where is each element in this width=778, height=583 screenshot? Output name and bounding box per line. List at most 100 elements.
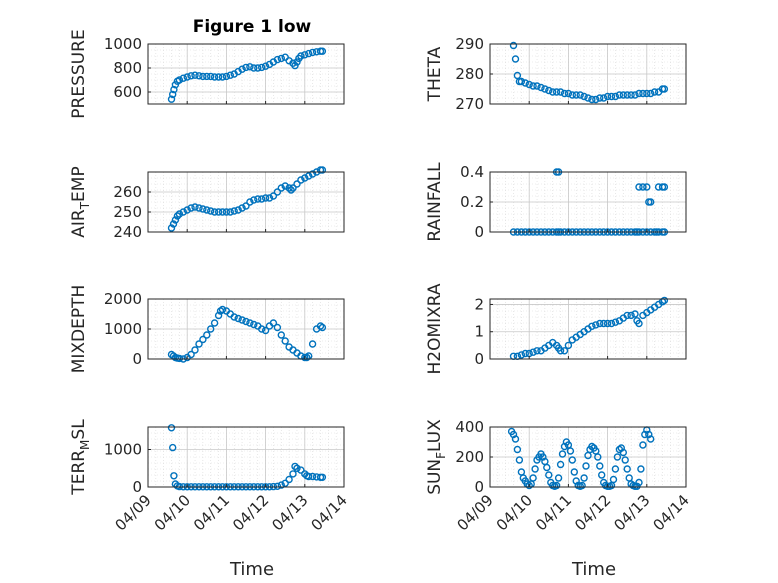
x-tick-label: 04/10 <box>151 491 194 534</box>
data-point <box>261 194 270 202</box>
data-point <box>273 188 282 196</box>
data-point <box>222 72 231 81</box>
data-point <box>293 464 301 472</box>
data-point <box>633 482 641 490</box>
data-point <box>203 206 211 214</box>
data-point <box>531 465 539 473</box>
data-point <box>183 206 191 214</box>
data-point <box>168 443 177 452</box>
data-point <box>269 319 278 327</box>
data-point <box>242 317 250 326</box>
data-point <box>600 319 608 328</box>
data-point <box>596 319 604 328</box>
data-point <box>199 72 207 81</box>
y-axis-label: SUNFLUX <box>425 419 448 495</box>
data-point <box>277 54 285 63</box>
data-point <box>242 202 250 210</box>
data-point <box>175 354 184 363</box>
data-point <box>246 63 254 71</box>
data-point <box>603 319 612 328</box>
data-point <box>580 474 588 482</box>
x-tick-label: 04/12 <box>229 491 272 534</box>
data-point <box>222 208 231 216</box>
x-tick-label: 04/13 <box>268 491 311 534</box>
data-point <box>318 47 327 55</box>
data-point <box>195 340 203 348</box>
data-point <box>549 88 557 96</box>
data-point <box>578 481 586 490</box>
data-point <box>650 88 659 96</box>
data-point <box>318 166 327 174</box>
x-tick-label: 04/09 <box>454 491 497 534</box>
y-tick-label: 600 <box>113 83 142 101</box>
axes-box <box>147 43 345 105</box>
y-axis-label: PRESSURE <box>69 29 89 118</box>
data-point <box>613 453 622 461</box>
y-tick-label: 250 <box>113 203 142 221</box>
data-point <box>607 319 616 328</box>
y-tick-label: 1000 <box>104 35 142 53</box>
subplot-h2omixra: 0 1 2 H2OMIXRA <box>425 283 687 375</box>
subplot-mixdepth: 0 1000 2000 MIXDEPTH <box>69 285 345 373</box>
data-point <box>203 331 211 339</box>
data-point <box>277 331 285 339</box>
data-point <box>533 82 541 90</box>
data-point <box>199 205 207 213</box>
data-point <box>619 91 627 99</box>
axes-box <box>147 426 345 488</box>
data-point <box>187 350 195 359</box>
x-axis-label-left: Time <box>229 559 274 580</box>
data-point <box>191 71 199 79</box>
y-tick-label: 400 <box>455 418 484 436</box>
data-point <box>285 475 293 484</box>
data-point <box>289 184 297 192</box>
data-point <box>297 466 305 474</box>
data-point <box>552 481 561 490</box>
data-point <box>619 448 627 457</box>
x-tick-label: 04/12 <box>571 491 614 534</box>
data-point <box>261 326 270 335</box>
data-point <box>643 183 651 191</box>
x-tick-label: 04/09 <box>112 491 155 534</box>
data-point <box>297 176 305 184</box>
data-point <box>199 335 207 344</box>
data-point <box>250 196 258 204</box>
axes-box <box>147 171 345 233</box>
data-point <box>564 89 573 98</box>
data-point <box>521 79 529 87</box>
data-point <box>529 348 537 356</box>
data-point <box>509 41 518 50</box>
data-point <box>525 80 533 89</box>
data-point <box>511 55 520 63</box>
data-point <box>635 478 643 487</box>
data-point <box>303 353 311 362</box>
y-axis-label: H2OMIXRA <box>425 283 445 374</box>
data-point <box>168 90 177 99</box>
data-point <box>301 51 309 59</box>
data-point <box>258 63 266 72</box>
data-point <box>305 472 313 481</box>
data-point <box>660 85 669 93</box>
data-point <box>645 430 653 439</box>
data-point <box>631 310 639 318</box>
data-point <box>187 204 195 212</box>
data-point <box>206 325 215 333</box>
y-axis-label: TERRMSL <box>69 419 92 496</box>
y-tick-label: 2 <box>474 295 484 313</box>
y-tick-label: 260 <box>113 183 142 201</box>
data-point <box>273 323 282 332</box>
data-point <box>218 305 227 314</box>
data-point <box>210 319 219 327</box>
y-tick-label: 0 <box>474 478 484 496</box>
data-point <box>191 346 199 354</box>
data-point <box>269 192 278 200</box>
x-axis-label-right: Time <box>571 559 616 580</box>
data-point <box>521 349 529 358</box>
data-point <box>566 447 575 455</box>
data-point <box>631 91 639 99</box>
y-tick-label: 290 <box>455 35 484 53</box>
data-point <box>611 318 620 326</box>
data-point <box>167 424 176 432</box>
